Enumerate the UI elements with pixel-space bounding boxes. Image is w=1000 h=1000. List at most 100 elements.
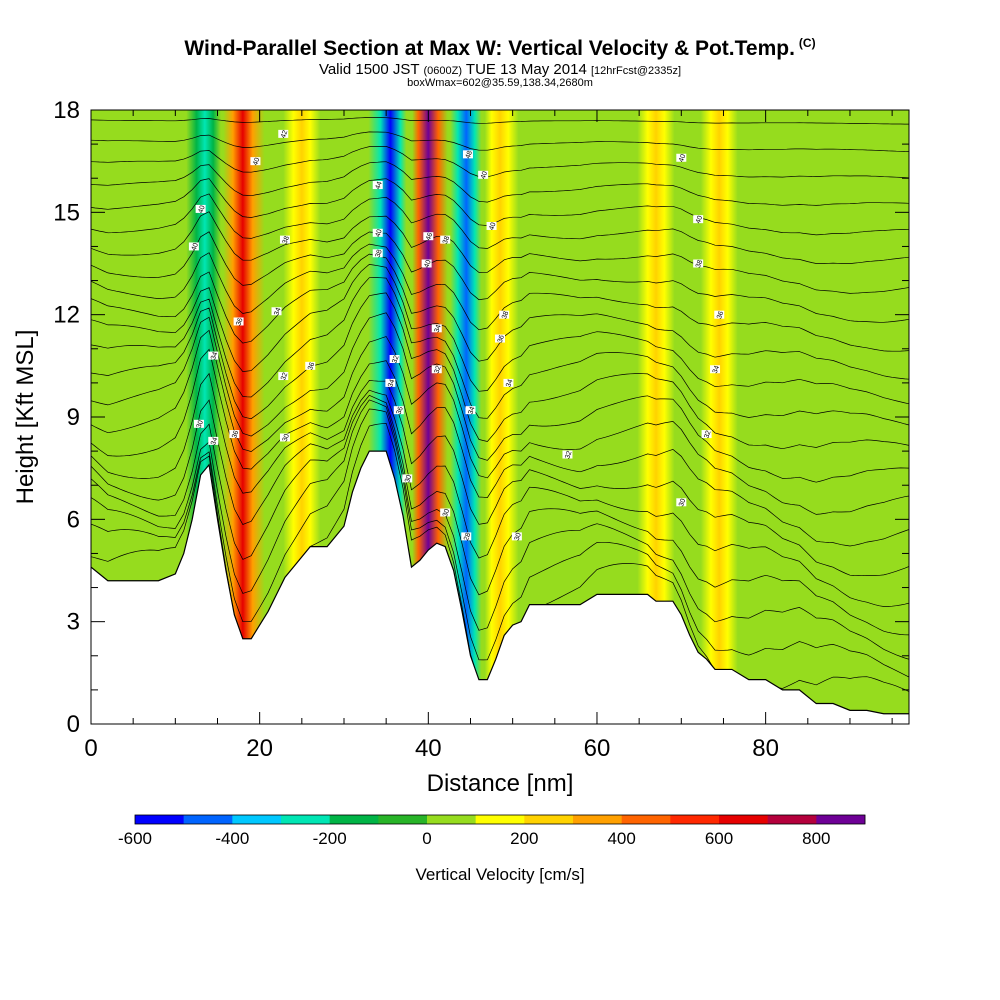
contour-label-bg bbox=[372, 228, 383, 237]
theta-contour-line bbox=[91, 277, 909, 426]
contour-label: 40 bbox=[488, 222, 497, 232]
colorbar-segment bbox=[719, 815, 768, 824]
valid-date: TUE 13 May 2014 bbox=[465, 61, 587, 78]
colorbar-segment bbox=[281, 815, 330, 824]
theta-contour-line bbox=[91, 312, 909, 483]
theta-contours bbox=[91, 117, 909, 692]
colorbar-tick-label: -600 bbox=[118, 829, 152, 848]
contour-label-bg bbox=[278, 372, 289, 381]
contour-label: 32 bbox=[703, 430, 712, 440]
colorbar-tick-label: 0 bbox=[422, 829, 431, 848]
contour-label-bg bbox=[385, 378, 396, 387]
y-tick-label: 15 bbox=[53, 199, 80, 226]
contour-label: 30 bbox=[678, 498, 687, 508]
contour-label: 38 bbox=[695, 259, 704, 269]
contour-label: 30 bbox=[196, 419, 205, 429]
y-tick-label: 9 bbox=[67, 404, 80, 431]
contour-label: 34 bbox=[434, 324, 443, 334]
theta-contour-line bbox=[91, 253, 909, 380]
contour-label: 42 bbox=[280, 129, 289, 139]
contour-label: 36 bbox=[716, 310, 725, 320]
contour-label-bg bbox=[693, 259, 704, 268]
y-tick-label: 6 bbox=[67, 506, 80, 533]
theta-contour-line bbox=[91, 389, 909, 607]
chart-subtitle: Valid 1500 JST (0600Z) TUE 13 May 2014 [… bbox=[0, 61, 1000, 78]
contour-label-bg bbox=[562, 450, 573, 459]
theta-contour-line bbox=[91, 178, 909, 236]
colorbar-label: Vertical Velocity [cm/s] bbox=[415, 865, 584, 884]
contour-label: 32 bbox=[280, 372, 289, 382]
contour-label: 38 bbox=[282, 235, 291, 245]
colorbar-tick-label: -400 bbox=[215, 829, 249, 848]
contour-label-bg bbox=[710, 365, 721, 374]
contour-label-bg bbox=[486, 221, 497, 230]
colorbar-segment bbox=[524, 815, 574, 824]
contour-label-bg bbox=[279, 433, 290, 442]
y-axis-label: Height [Kft MSL] bbox=[12, 330, 39, 505]
contour-label: 36 bbox=[497, 334, 506, 344]
contour-label-bg bbox=[229, 430, 240, 439]
contour-label-bg bbox=[461, 532, 472, 541]
contour-label-bg bbox=[195, 204, 206, 213]
contour-label: 34 bbox=[467, 406, 476, 416]
contour-label-bg bbox=[431, 324, 442, 333]
contour-label: 34 bbox=[210, 436, 219, 446]
contour-label-bg bbox=[278, 129, 289, 138]
contour-label-bg bbox=[188, 242, 199, 251]
contour-label-bg bbox=[462, 150, 473, 159]
contour-label: 34 bbox=[505, 378, 514, 388]
contour-label: 38 bbox=[375, 249, 384, 259]
contour-label: 44 bbox=[375, 181, 384, 191]
colorbar: -600 -400 -200 0 200 400 600 800 bbox=[118, 814, 866, 848]
x-tick-label: 20 bbox=[246, 735, 273, 762]
box-info: boxWmax=602@35.59,138.34,2680m bbox=[407, 77, 593, 89]
theta-contour-line bbox=[91, 394, 909, 636]
contour-label: 30 bbox=[404, 474, 413, 484]
theta-contour-line bbox=[91, 372, 909, 576]
contour-label: 30 bbox=[442, 508, 451, 518]
contour-label-bg bbox=[465, 406, 476, 415]
contour-label-bg bbox=[389, 355, 400, 364]
contour-label: 40 bbox=[252, 157, 261, 167]
contour-label: 40 bbox=[695, 215, 704, 225]
colorbar-tick-label: 400 bbox=[607, 829, 635, 848]
colorbar-tick-label: 800 bbox=[802, 829, 830, 848]
contour-label: 40 bbox=[423, 259, 432, 269]
colorbar-segment bbox=[232, 815, 282, 824]
contour-label-bg bbox=[495, 334, 505, 343]
contour-label: 40 bbox=[375, 228, 384, 238]
forecast-info: [12hrFcst@2335z] bbox=[590, 65, 682, 77]
x-tick-label: 60 bbox=[584, 735, 611, 762]
colorbar-segment bbox=[670, 815, 720, 824]
y-tick-label: 12 bbox=[53, 302, 80, 329]
contour-label-bg bbox=[503, 378, 514, 387]
valid-utc: (0600Z) bbox=[423, 65, 462, 77]
colorbar-segment bbox=[816, 815, 866, 824]
chart-title: Wind-Parallel Section at Max W: Vertical… bbox=[0, 36, 1000, 61]
contour-label: 36 bbox=[396, 406, 405, 416]
theta-contour-line bbox=[91, 348, 909, 547]
colorbar-segment bbox=[767, 815, 817, 824]
contour-label: 48 bbox=[465, 150, 474, 160]
contour-label: 32 bbox=[391, 355, 400, 365]
terrain-profile bbox=[91, 451, 909, 724]
theta-contour-line bbox=[91, 211, 909, 294]
x-axis-label: Distance [nm] bbox=[427, 770, 574, 797]
theta-contour-line bbox=[91, 131, 909, 152]
contour-label-bg bbox=[421, 259, 432, 268]
contour-label-bg bbox=[693, 215, 704, 224]
contour-label-bg bbox=[393, 406, 404, 415]
x-tick-label: 40 bbox=[415, 735, 442, 762]
colorbar-segment bbox=[329, 815, 379, 824]
contour-label-bg bbox=[676, 153, 687, 162]
contour-label: 34 bbox=[387, 378, 396, 388]
contour-label: 46 bbox=[425, 232, 434, 242]
contour-label-bg bbox=[372, 181, 383, 190]
contour-label: 36 bbox=[235, 317, 244, 327]
colorbar-segment bbox=[378, 815, 428, 824]
colorbar-tick-label: -200 bbox=[313, 829, 347, 848]
chart-title-text: Wind-Parallel Section at Max W: Vertical… bbox=[184, 37, 795, 60]
colorbar-tick-label: 600 bbox=[705, 829, 733, 848]
contour-label: 32 bbox=[564, 450, 573, 460]
